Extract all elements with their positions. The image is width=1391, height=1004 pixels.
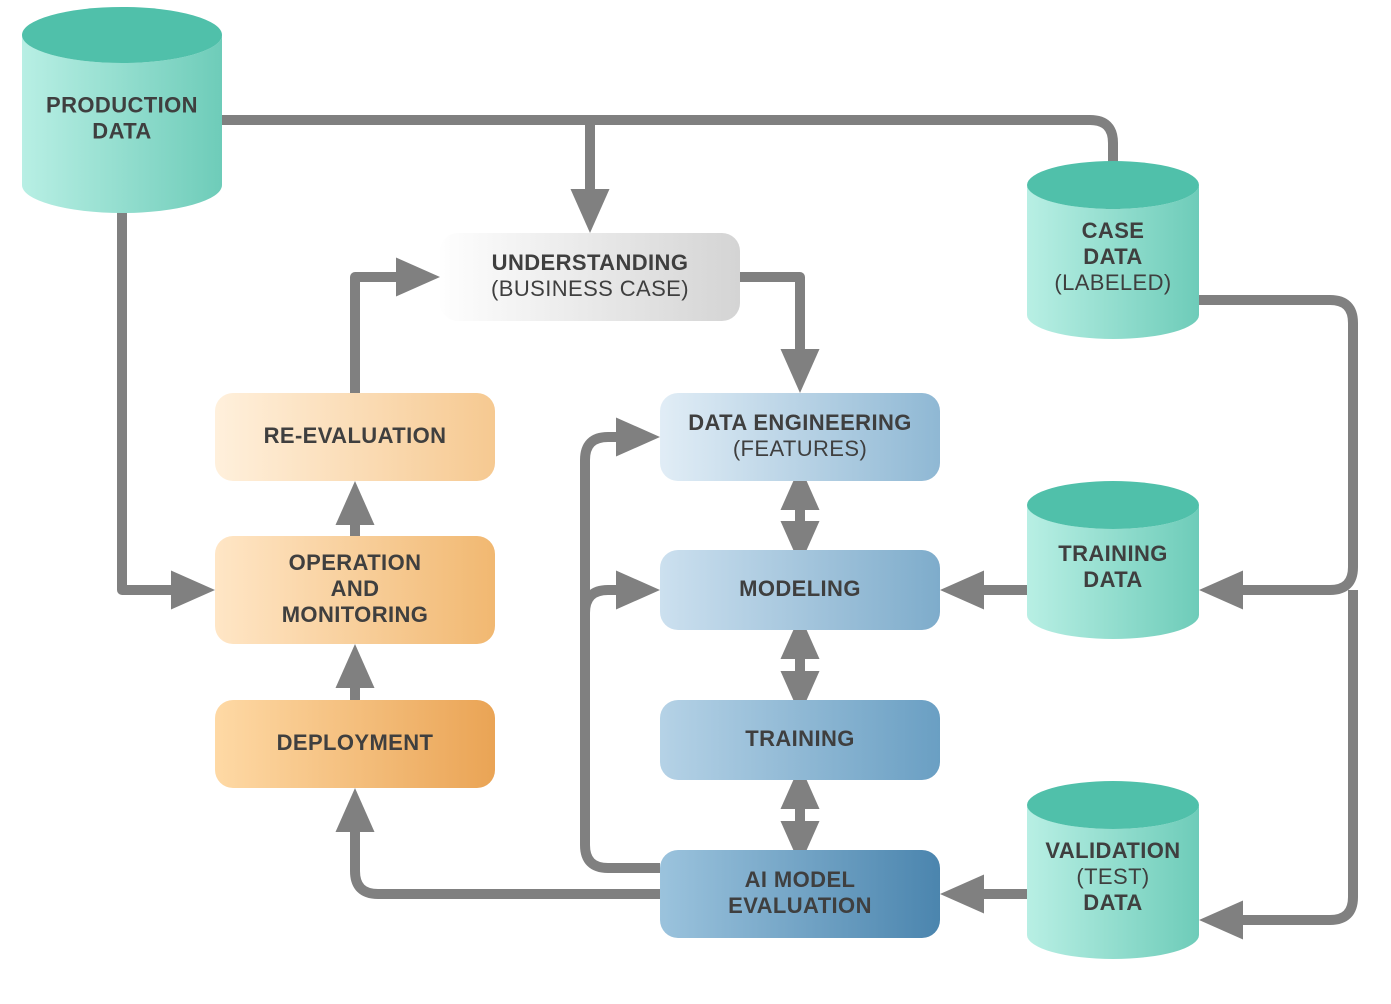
arrow-reeval-to-understanding [355,277,420,393]
arrow-case-right-to-validation [1219,590,1353,920]
box-aieval-label-line-0: AI MODEL [745,867,856,892]
box-deploy: DEPLOYMENT [215,700,495,788]
cylinder-training-label-line-1: DATA [1083,567,1142,592]
box-reeval: RE-EVALUATION [215,393,495,481]
cylinder-production-label-line-0: PRODUCTION [46,93,198,118]
cylinder-validation-label-line-0: VALIDATION [1045,838,1180,863]
box-aieval-label-line-1: EVALUATION [728,893,872,918]
arrow-aieval-to-dataeng [585,437,660,868]
cylinder-case-label-line-1: DATA [1083,244,1142,269]
cylinder-validation-label-line-2: DATA [1083,890,1142,915]
cylinder-training: TRAININGDATA [1027,481,1199,639]
cylinder-production: PRODUCTIONDATA [22,7,222,213]
arrow-understanding-to-dataeng [740,277,800,373]
cylinder-training-label-line-0: TRAINING [1058,541,1168,566]
cylinder-validation-label-line-1: (TEST) [1076,864,1149,889]
arrow-aieval-to-deploy [355,808,660,894]
cylinder-validation: VALIDATION(TEST)DATA [1027,781,1199,959]
arrow-case-out-right [1199,300,1353,590]
cylinder-case-label-line-0: CASE [1082,218,1145,243]
box-dataeng: DATA ENGINEERING(FEATURES) [660,393,940,481]
box-modeling-label-line-0: MODELING [739,576,861,601]
box-training: TRAINING [660,700,940,780]
cylinder-case: CASEDATA(LABELED) [1027,161,1199,339]
box-understanding-label-line-0: UNDERSTANDING [492,250,689,275]
arrow-prod-to-understanding [222,120,590,213]
cylinder-production-label-line-1: DATA [92,119,151,144]
box-modeling: MODELING [660,550,940,630]
box-aieval: AI MODELEVALUATION [660,850,940,938]
box-deploy-label-line-0: DEPLOYMENT [277,730,434,755]
box-understanding-label-line-1: (BUSINESS CASE) [491,276,689,301]
arrow-aieval-to-modeling [585,590,640,613]
arrow-prod-to-ops [122,190,195,590]
box-reeval-label-line-0: RE-EVALUATION [264,423,447,448]
box-training-label-line-0: TRAINING [745,726,855,751]
box-dataeng-label-line-0: DATA ENGINEERING [688,410,912,435]
box-ops-label-line-0: OPERATION [289,550,422,575]
shapes-layer: PRODUCTIONDATACASEDATA(LABELED)TRAININGD… [22,7,1199,959]
box-ops-label-line-2: MONITORING [282,602,429,627]
box-understanding: UNDERSTANDING(BUSINESS CASE) [440,233,740,321]
cylinder-case-label-line-2: (LABELED) [1054,270,1171,295]
box-ops-label-line-1: AND [331,576,380,601]
box-dataeng-label-line-1: (FEATURES) [733,436,867,461]
box-ops: OPERATIONANDMONITORING [215,536,495,644]
